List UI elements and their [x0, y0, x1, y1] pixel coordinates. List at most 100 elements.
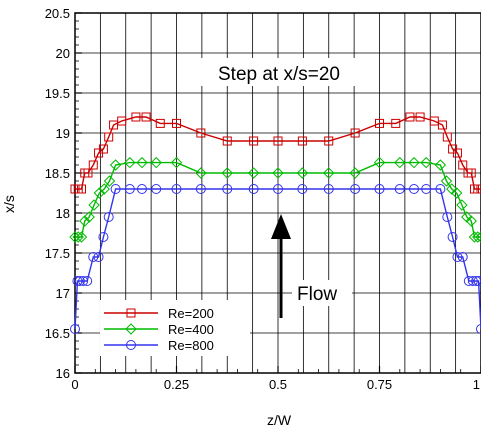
data-point [170, 156, 183, 169]
data-point [409, 184, 420, 194]
x-tick-label: 0.25 [164, 377, 189, 392]
data-point [440, 175, 453, 187]
data-point [98, 183, 110, 195]
data-point [124, 184, 135, 194]
data-point [297, 184, 308, 194]
data-point [150, 156, 162, 169]
data-point [109, 159, 122, 171]
data-point [394, 184, 405, 194]
flow-annotation: Flow [297, 284, 337, 305]
data-point [458, 160, 468, 170]
data-point [272, 167, 284, 179]
data-point [79, 215, 91, 227]
data-point [457, 252, 468, 262]
series-re-400 [69, 156, 481, 243]
data-point [83, 211, 95, 223]
data-point [93, 252, 104, 262]
data-point [323, 167, 335, 179]
data-point [442, 132, 452, 142]
data-point [222, 184, 233, 194]
data-point [296, 167, 309, 179]
data-point [442, 212, 453, 222]
data-point [472, 231, 481, 243]
data-point [72, 276, 83, 286]
legend-marker [125, 323, 137, 335]
data-point [374, 184, 385, 194]
y-tick-label: 16.5 [45, 326, 70, 341]
data-point [70, 324, 80, 334]
data-point [452, 252, 463, 262]
step-annotation-bg [198, 58, 358, 86]
legend-marker [126, 340, 136, 350]
step-annotation: Step at x/s=20 [218, 64, 340, 85]
legend-item: Re=800 [104, 338, 214, 353]
data-point [467, 276, 478, 286]
data-point [415, 112, 425, 122]
data-point [98, 144, 108, 154]
data-point [88, 252, 99, 262]
y-tick-label: 20 [56, 46, 70, 61]
data-point [93, 187, 106, 199]
legend-marker [126, 308, 136, 318]
x-tick-label: 0.5 [269, 377, 287, 392]
data-point [466, 168, 476, 178]
data-point [195, 184, 206, 194]
legend-label: Re=200 [168, 306, 214, 321]
legend-item: Re=200 [104, 306, 214, 321]
legend-label: Re=400 [168, 322, 214, 337]
y-tick-label: 20.5 [45, 6, 70, 21]
series-line [74, 188, 481, 330]
series-re-200 [70, 112, 481, 194]
data-point [248, 184, 259, 194]
data-point [72, 231, 84, 243]
data-point [247, 167, 260, 179]
data-point [373, 156, 386, 169]
data-point [196, 128, 206, 138]
data-point [405, 112, 415, 122]
data-point [249, 136, 259, 146]
data-point [456, 199, 468, 211]
data-point [435, 184, 446, 194]
y-axis-label: x/s [1, 195, 17, 213]
data-point [420, 156, 432, 169]
data-point [434, 159, 447, 171]
y-tick-label: 18.5 [45, 166, 70, 181]
legend-box [100, 300, 250, 356]
data-point [408, 156, 420, 169]
x-tick-label: 0 [71, 377, 78, 392]
data-point [110, 184, 121, 194]
data-point [171, 184, 182, 194]
data-point [394, 156, 406, 169]
data-point [124, 156, 136, 169]
data-point [476, 184, 481, 194]
data-point [88, 199, 100, 211]
data-point [103, 212, 114, 222]
data-point [452, 148, 462, 158]
series-line [75, 161, 481, 238]
series-line [75, 116, 481, 190]
data-point [323, 184, 334, 194]
data-point [221, 167, 233, 179]
x-axis-label: z/W [267, 412, 292, 428]
data-point [136, 156, 148, 169]
data-point [151, 184, 162, 194]
data-point [83, 168, 93, 178]
legend-label: Re=800 [168, 338, 214, 353]
flow-annotation-bg [292, 280, 352, 306]
data-point [222, 136, 232, 146]
y-tick-label: 19 [56, 126, 70, 141]
data-point [155, 118, 165, 128]
series-layer [69, 112, 481, 334]
data-point [350, 128, 360, 138]
data-point [82, 276, 93, 286]
y-tick-label: 16 [56, 366, 70, 381]
data-point [297, 136, 307, 146]
data-point [136, 184, 147, 194]
data-point [421, 184, 432, 194]
y-tick-label: 17 [56, 286, 70, 301]
data-point [141, 112, 151, 122]
data-point [463, 276, 474, 286]
data-point [74, 276, 85, 286]
